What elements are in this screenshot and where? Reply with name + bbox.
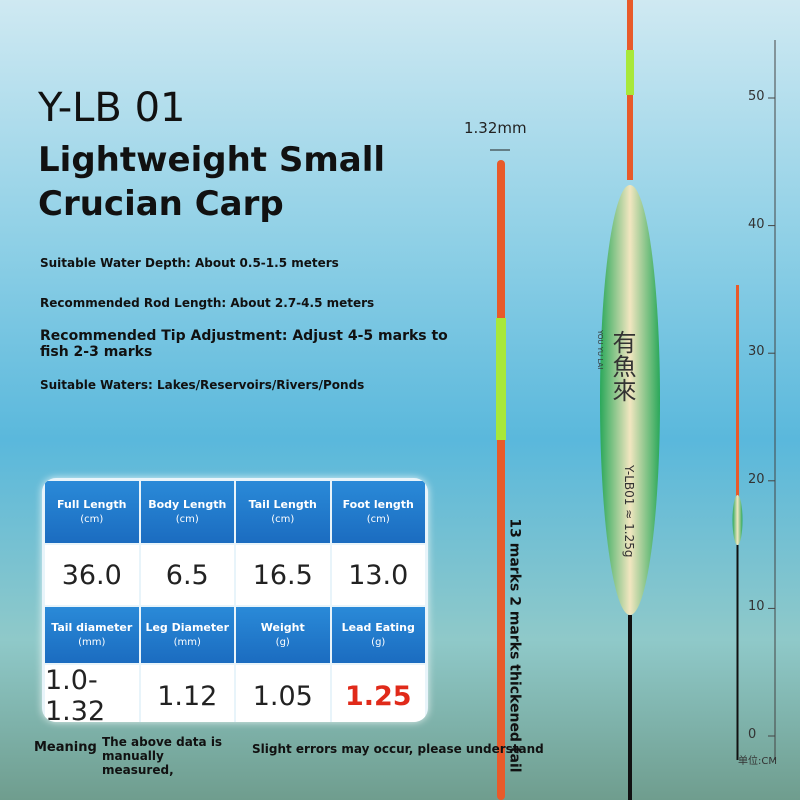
header-unit: (cm) xyxy=(80,513,104,525)
small-float-body xyxy=(732,495,743,545)
header-unit: (cm) xyxy=(271,513,295,525)
footer-note: The above data is manually measured, xyxy=(102,735,223,777)
spec: Recommended Rod Length: About 2.7-4.5 me… xyxy=(40,296,375,310)
float-body xyxy=(600,185,660,615)
header-cell: Leg Diameter (mm) xyxy=(140,607,234,663)
header-unit: (mm) xyxy=(173,636,201,648)
model: Y-LB 01 xyxy=(38,85,186,131)
scale-label: 50 xyxy=(748,89,765,104)
value-cell: 1.25 xyxy=(331,665,425,722)
tip-diameter: 1.32mm xyxy=(464,119,527,137)
scale-unit: 单位:CM xyxy=(738,756,777,767)
header-label: Lead Eating xyxy=(341,621,415,635)
spec: Recommended Tip Adjustment: Adjust 4-5 m… xyxy=(40,328,448,360)
footer-disclaimer: Slight errors may occur, please understa… xyxy=(252,742,544,756)
spec: Suitable Water Depth: About 0.5-1.5 mete… xyxy=(40,256,339,270)
value-cell: 1.05 xyxy=(236,665,330,722)
value-cell: 36.0 xyxy=(45,545,139,605)
scale-label: 10 xyxy=(748,599,765,615)
tail-green xyxy=(496,318,506,440)
float-label: Y-LB01 ≈ 1.25g xyxy=(622,465,636,558)
header-cell: Lead Eating (g) xyxy=(331,607,425,663)
small-float-tip xyxy=(736,285,739,500)
header-unit: (g) xyxy=(371,636,386,648)
header-cell: Tail Length (cm) xyxy=(236,481,330,543)
header-unit: (cm) xyxy=(366,513,390,525)
header-label: Foot length xyxy=(342,498,414,512)
header-label: Body Length xyxy=(148,498,227,512)
spec: Suitable Waters: Lakes/Reservoirs/Rivers… xyxy=(40,378,365,392)
header-cell: Tail diameter (mm) xyxy=(45,607,139,663)
float-brand: 有魚來 xyxy=(608,330,636,402)
footer-prefix: Meaning xyxy=(34,740,97,755)
title: Lightweight Small xyxy=(38,140,386,180)
float-brand-pinyin: YOU YU LAI xyxy=(596,330,604,370)
header-cell: Foot length (cm) xyxy=(331,481,425,543)
header-label: Tail diameter xyxy=(51,621,133,635)
float-leg xyxy=(628,615,632,800)
header-label: Full Length xyxy=(57,498,127,512)
scale-label: 30 xyxy=(748,344,765,360)
value-cell: 16.5 xyxy=(236,545,330,605)
header-cell: Body Length (cm) xyxy=(140,481,234,543)
float-tip-band xyxy=(626,50,634,95)
scale-label: 20 xyxy=(748,471,765,487)
scale-label: 0 xyxy=(748,727,757,742)
value-cell: 6.5 xyxy=(140,545,234,605)
header-label: Weight xyxy=(260,621,305,635)
value-cell: 1.12 xyxy=(140,665,234,722)
header-cell: Weight (g) xyxy=(236,607,330,663)
tail-tube xyxy=(497,160,505,800)
header-label: Tail Length xyxy=(248,498,317,512)
header-unit: (cm) xyxy=(175,513,199,525)
header-label: Leg Diameter xyxy=(145,621,230,635)
value-cell: 1.0-1.32 xyxy=(45,665,139,722)
spec-table: Full Length (cm) Body Length (cm) Tail Lengt… xyxy=(42,478,428,722)
header-unit: (mm) xyxy=(78,636,106,648)
value-cell: 13.0 xyxy=(331,545,425,605)
title: Crucian Carp xyxy=(38,184,284,224)
header-unit: (g) xyxy=(275,636,290,648)
tail-note: 13 marks 2 marks thickened tail xyxy=(506,518,523,773)
scale-label: 40 xyxy=(748,216,765,232)
header-cell: Full Length (cm) xyxy=(45,481,139,543)
small-float-leg xyxy=(736,545,739,760)
